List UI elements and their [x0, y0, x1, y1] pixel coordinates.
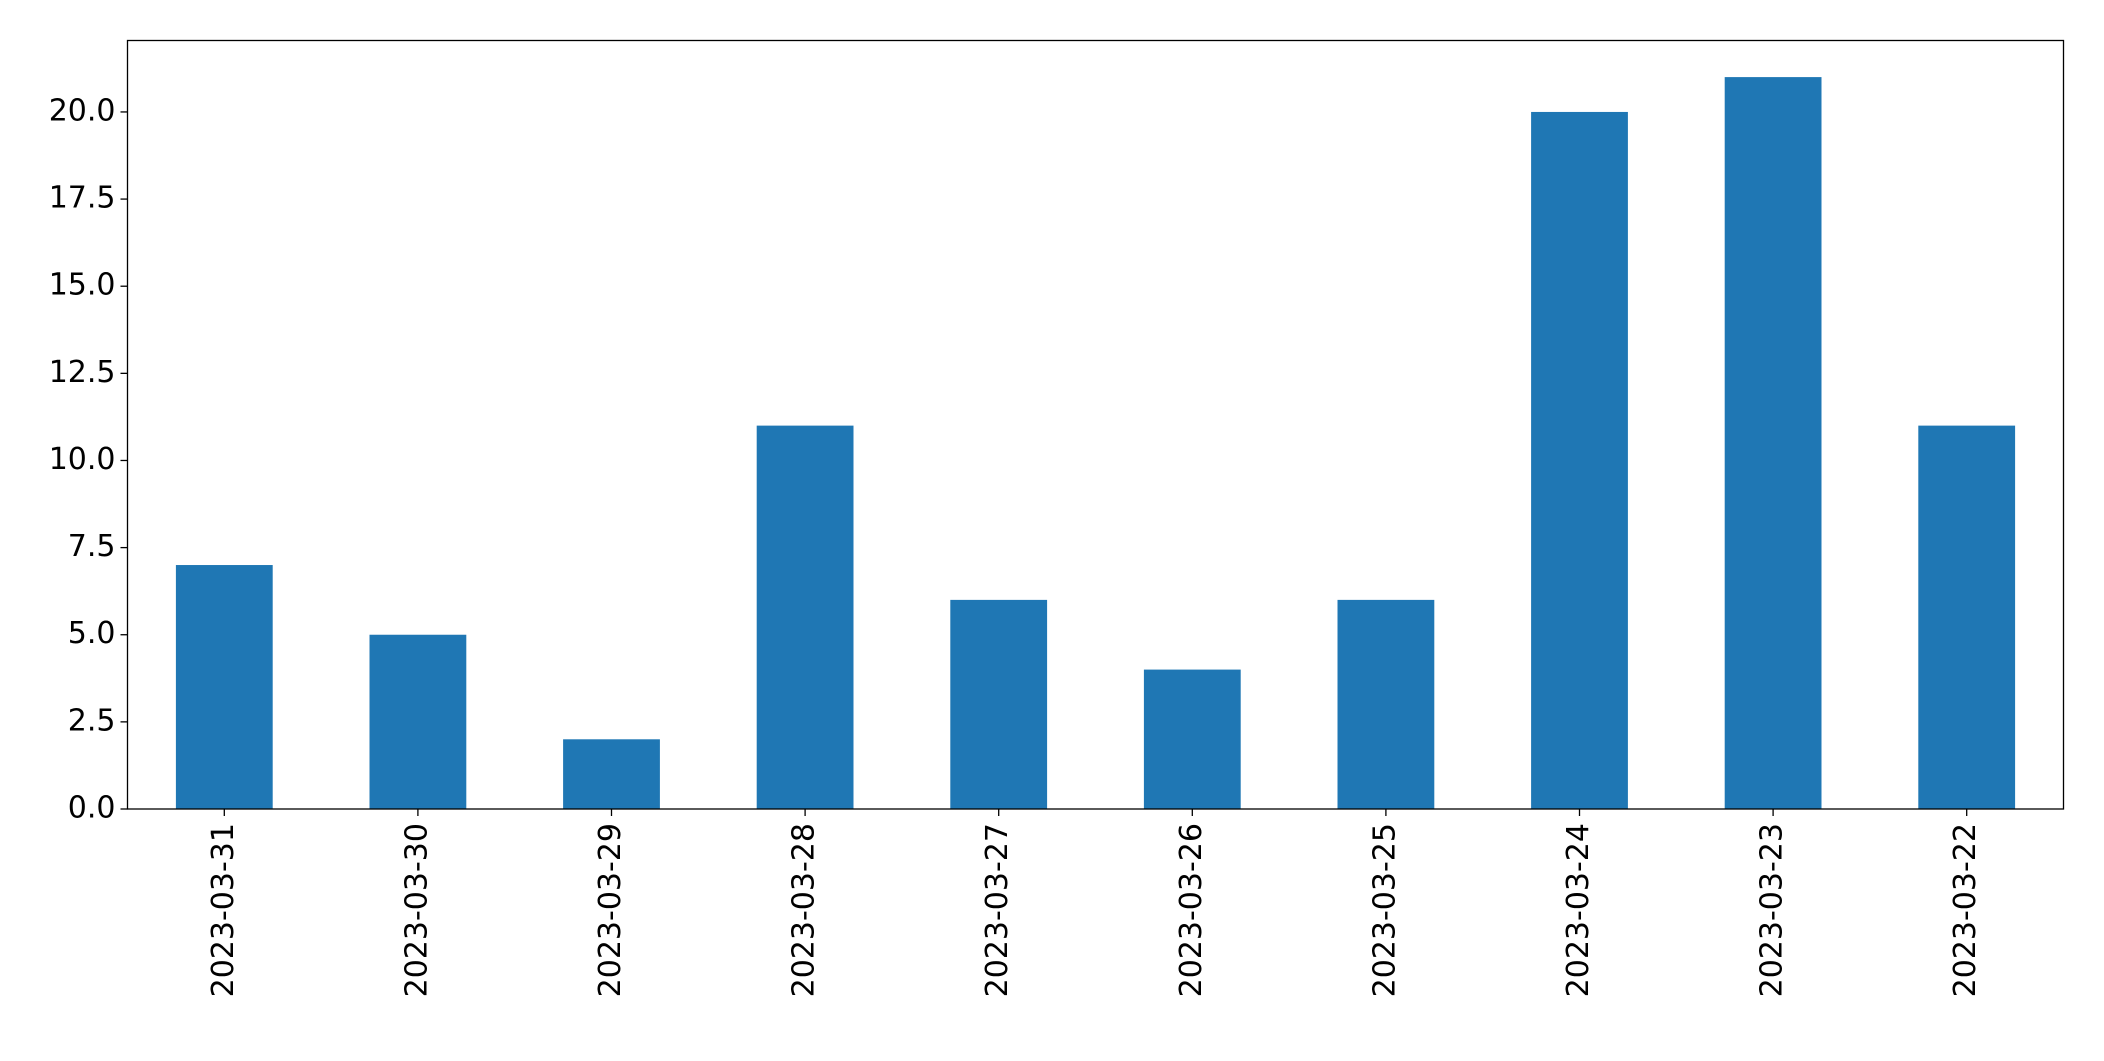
x-tick-label: 2023-03-27	[980, 823, 1015, 997]
x-tick-label: 2023-03-28	[787, 823, 822, 997]
y-tick-label: 10.0	[49, 442, 116, 477]
x-tick-label: 2023-03-22	[1948, 823, 1983, 997]
bar	[563, 739, 660, 809]
y-tick-label: 7.5	[68, 529, 116, 564]
x-tick-label: 2023-03-30	[399, 823, 434, 997]
bar	[369, 634, 467, 809]
y-tick-label: 0.0	[68, 791, 116, 826]
bar	[756, 425, 854, 809]
x-tick-label: 2023-03-31	[206, 823, 241, 997]
bar	[1724, 77, 1822, 810]
y-tick-label: 2.5	[68, 703, 116, 738]
bar	[1337, 599, 1435, 809]
bar	[175, 565, 273, 809]
y-tick-label: 15.0	[49, 268, 116, 303]
bar	[1918, 425, 2016, 809]
x-tick-label: 2023-03-26	[1174, 823, 1209, 997]
bar	[950, 599, 1048, 809]
y-tick-label: 20.0	[49, 93, 116, 128]
x-tick-label: 2023-03-29	[593, 823, 628, 997]
x-tick-label: 2023-03-24	[1561, 823, 1596, 997]
bar	[1143, 669, 1241, 809]
x-tick-label: 2023-03-25	[1367, 823, 1402, 997]
y-tick-label: 17.5	[49, 181, 116, 216]
bar	[1531, 111, 1628, 809]
x-tick-label: 2023-03-23	[1755, 823, 1790, 997]
plot-frame	[126, 39, 2065, 810]
y-tick-label: 12.5	[49, 355, 116, 390]
y-tick-label: 5.0	[68, 616, 116, 651]
